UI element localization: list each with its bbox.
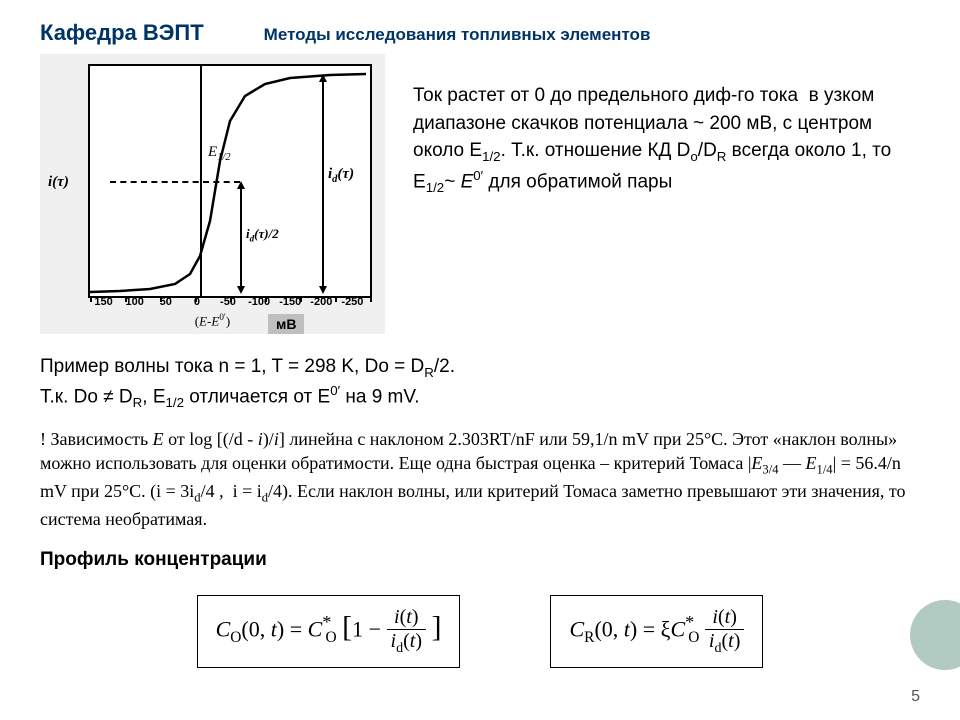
dept-title: Кафедра ВЭПТ	[40, 20, 204, 46]
formula-co: CO(0, t) = C*O [1 − i(t)id(t) ]	[197, 595, 461, 668]
y-axis-label: i(τ)	[48, 174, 69, 191]
slide-header: Кафедра ВЭПТ Методы исследования топливн…	[0, 0, 960, 54]
slope-criterion-note: ! Зависимость E от log [(/d - i)/i] лине…	[0, 421, 960, 531]
e-half-label: E1/2	[208, 144, 231, 163]
mv-unit-badge: мВ	[268, 314, 304, 334]
arrow-head-icon	[237, 181, 245, 189]
id2-arrow	[240, 187, 242, 290]
arrow-head-icon	[319, 74, 327, 82]
half-current-dashed	[110, 181, 240, 183]
id-arrow	[322, 80, 324, 290]
example-text: Пример волны тока n = 1, T = 298 K, Do =…	[0, 334, 960, 421]
arrow-head-icon	[319, 286, 327, 294]
polarogram-chart: E1/2 id(τ) id(τ)/2 i(τ) 150100500-50-100…	[40, 54, 385, 334]
arrow-head-icon	[237, 286, 245, 294]
formula-row: CO(0, t) = C*O [1 − i(t)id(t) ] CR(0, t)…	[0, 571, 960, 668]
x-tick-labels: 150100500-50-100-150-200-250	[88, 296, 368, 308]
id-label: id(τ)	[328, 166, 354, 185]
id-half-label: id(τ)/2	[246, 226, 279, 244]
concentration-profile-heading: Профиль концентрации	[0, 531, 960, 571]
course-title: Методы исследования топливных элементов	[264, 25, 651, 45]
formula-cr: CR(0, t) = ξC*O i(t)id(t)	[550, 595, 763, 668]
main-description-text: Ток растет от 0 до предельного диф-го то…	[413, 54, 920, 198]
page-number: 5	[911, 688, 920, 706]
x-axis-label: (E-E0′)	[40, 312, 385, 329]
top-row: E1/2 id(τ) id(τ)/2 i(τ) 150100500-50-100…	[0, 54, 960, 334]
chart-plot-area: E1/2 id(τ) id(τ)/2	[88, 64, 372, 298]
